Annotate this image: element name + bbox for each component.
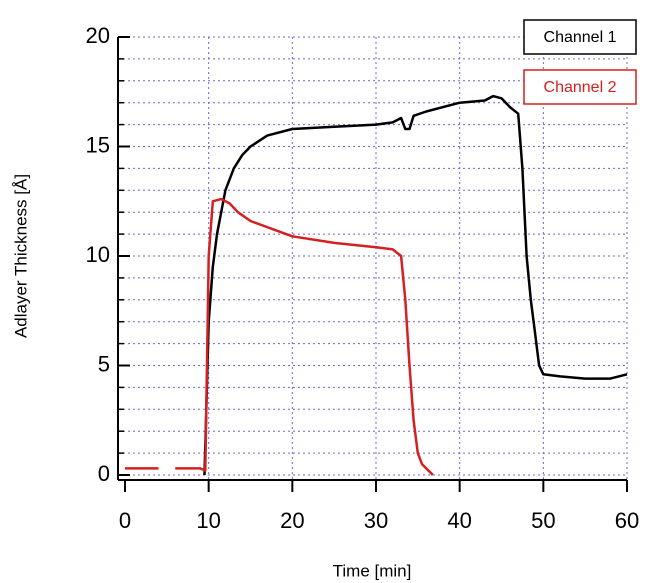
y-tick-label: 15 <box>86 132 110 157</box>
legend-box <box>523 69 637 105</box>
y-tick-label: 5 <box>98 351 110 376</box>
legend-label: Channel 1 <box>544 29 617 46</box>
y-tick-label: 10 <box>86 242 110 267</box>
series-line <box>203 94 628 476</box>
series-line <box>125 197 434 476</box>
legend-box <box>523 19 637 55</box>
x-tick-label: 0 <box>119 508 131 533</box>
x-tick-label: 50 <box>531 508 555 533</box>
x-tick-label: 20 <box>280 508 304 533</box>
y-axis-label: Adlayer Thickness [Å] <box>11 174 30 338</box>
y-tick-label: 20 <box>86 23 110 48</box>
x-tick-label: 40 <box>447 508 471 533</box>
x-tick-label: 10 <box>196 508 220 533</box>
x-axis-label: Time [min] <box>333 561 412 580</box>
legend-label: Channel 2 <box>544 79 617 96</box>
x-tick-label: 60 <box>615 508 639 533</box>
x-tick-label: 30 <box>364 508 388 533</box>
y-tick-label: 0 <box>98 461 110 486</box>
